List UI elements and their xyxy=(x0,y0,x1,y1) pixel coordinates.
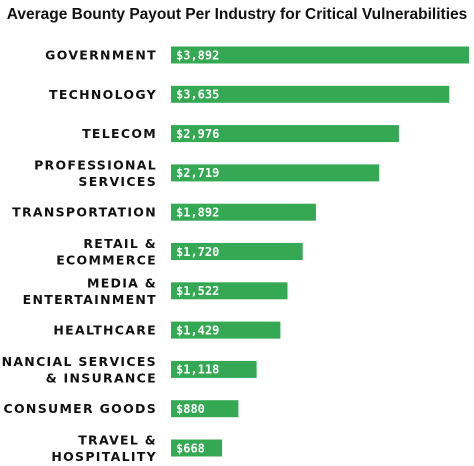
value-label-5: $1,720 xyxy=(176,245,219,259)
category-label-0-line-0: GOVERNMENT xyxy=(45,48,157,63)
category-label-5-line-1: ECOMMERCE xyxy=(56,253,157,268)
chart-title: Average Bounty Payout Per Industry for C… xyxy=(7,6,468,23)
category-label-3-line-0: PROFESSIONAL xyxy=(34,157,157,172)
value-label-2: $2,976 xyxy=(176,127,219,141)
value-label-10: $668 xyxy=(176,441,205,455)
value-label-1: $3,635 xyxy=(176,88,219,102)
bar-4 xyxy=(171,203,316,221)
category-label-3-line-1: SERVICES xyxy=(78,174,157,189)
bar-7 xyxy=(171,321,281,339)
value-label-8: $1,118 xyxy=(176,363,219,377)
value-label-7: $1,429 xyxy=(176,323,219,337)
category-label-7-line-0: HEALTHCARE xyxy=(53,323,157,338)
bar-2 xyxy=(171,125,399,143)
value-label-0: $3,892 xyxy=(176,48,219,62)
category-label-6-line-1: ENTERTAINMENT xyxy=(23,292,157,307)
category-label-4-line-0: TRANSPORTATION xyxy=(12,205,157,220)
category-label-10-line-1: HOSPITALITY xyxy=(51,449,157,464)
category-label-5-line-0: RETAIL & xyxy=(83,236,157,251)
bar-9 xyxy=(171,400,239,418)
category-label-8-line-1: & INSURANCE xyxy=(46,370,157,385)
bar-5 xyxy=(171,243,303,260)
category-label-10-line-0: TRAVEL & xyxy=(78,433,157,448)
bar-0 xyxy=(171,46,469,64)
bars-group: $3,892 GOVERNMENT $3,635 TECHNOLOGY $2,976 TE… xyxy=(0,46,469,464)
bar-1 xyxy=(171,85,450,103)
bar-6 xyxy=(171,282,288,300)
category-label-6-line-0: MEDIA & xyxy=(87,275,157,290)
category-label-9-line-0: CONSUMER GOODS xyxy=(4,401,157,416)
value-label-4: $1,892 xyxy=(176,206,219,220)
bar-10 xyxy=(171,439,223,457)
value-label-3: $2,719 xyxy=(176,166,219,180)
value-label-9: $880 xyxy=(176,402,205,416)
category-label-1-line-0: TECHNOLOGY xyxy=(49,87,157,102)
bar-8 xyxy=(171,360,257,378)
category-label-2-line-0: TELECOM xyxy=(82,126,157,141)
value-label-6: $1,522 xyxy=(176,284,219,298)
bar-3 xyxy=(171,164,380,182)
category-label-8-line-0: FINANCIAL SERVICES xyxy=(0,354,157,369)
